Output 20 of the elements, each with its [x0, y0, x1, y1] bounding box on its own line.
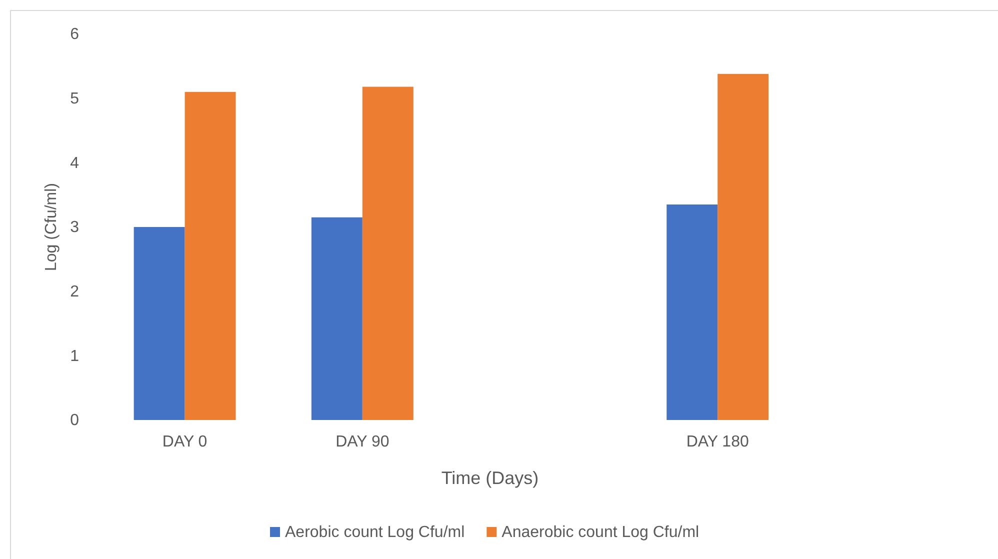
y-tick-label: 0	[70, 412, 80, 430]
x-tick-label: DAY 90	[336, 433, 390, 450]
y-tick-label: 5	[70, 90, 80, 108]
legend-label: Aerobic count Log Cfu/ml	[285, 524, 465, 541]
bar	[718, 74, 769, 420]
x-axis-title: Time (Days)	[441, 468, 539, 488]
y-tick-label: 4	[70, 154, 80, 172]
x-tick-label: DAY 0	[162, 433, 208, 450]
bar	[666, 204, 718, 420]
bar	[311, 217, 362, 420]
y-tick-label: 3	[70, 219, 80, 236]
bar	[184, 92, 236, 420]
legend-label: Anaerobic count Log Cfu/ml	[502, 524, 700, 541]
bar	[362, 86, 414, 420]
y-axis-title: Log (Cfu/ml)	[43, 182, 60, 272]
y-tick-label: 1	[70, 348, 80, 365]
bar	[134, 227, 185, 420]
y-tick-label: 6	[70, 26, 80, 44]
y-tick-label: 2	[70, 283, 80, 300]
x-tick-label: DAY 180	[686, 433, 749, 450]
